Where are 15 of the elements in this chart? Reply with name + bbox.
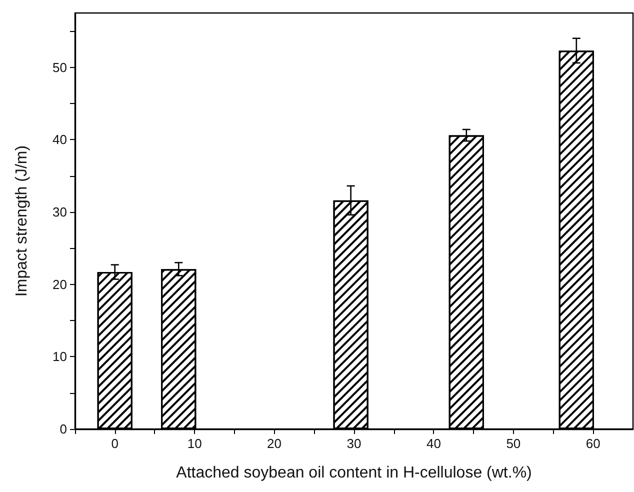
y-tick-label: 50: [52, 60, 67, 75]
x-tick-label: 10: [187, 436, 202, 451]
x-tick-label: 60: [586, 436, 600, 451]
x-tick-label: 20: [267, 436, 282, 451]
y-axis-title: Impact strength (J/m): [14, 145, 30, 297]
x-tick-label: 30: [346, 436, 362, 451]
x-tick-label: 40: [426, 436, 441, 451]
x-tick-label: 50: [506, 436, 521, 451]
y-tick-label: 40: [52, 132, 67, 148]
y-tick-label: 20: [52, 276, 67, 292]
y-tick-label: 10: [52, 349, 67, 364]
x-axis-title: Attached soybean oil content in H-cellulose (wt.%): [176, 464, 532, 482]
x-tick-label: 0: [111, 436, 118, 451]
y-tick-label: 0: [60, 422, 67, 436]
y-tick-label: 30: [52, 204, 67, 220]
